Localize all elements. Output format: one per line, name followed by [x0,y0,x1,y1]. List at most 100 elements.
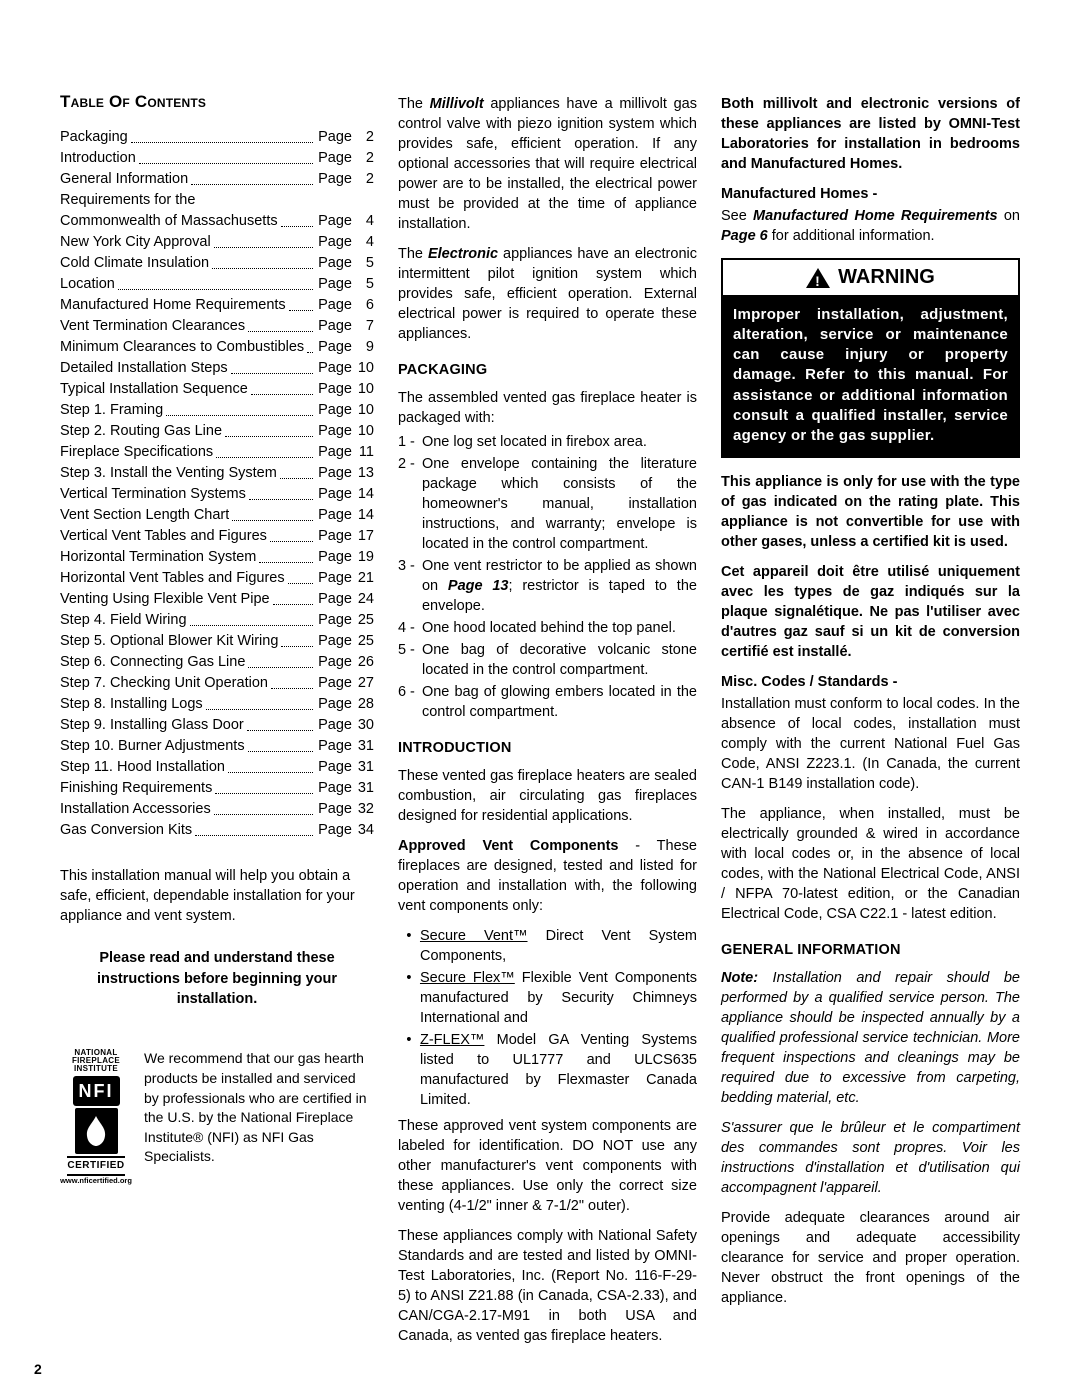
mh-head: Manufactured Homes - [721,184,1020,204]
toc-item: Minimum Clearances to CombustiblesPage9 [60,337,374,357]
text: The [398,246,428,262]
text: Installation and repair should be perfor… [721,970,1020,1106]
text: Manufactured Home Requirements [753,208,998,224]
nfi-logo: NATIONAL FIREPLACE INSTITUTE NFI CERTIFI… [60,1049,132,1186]
page-number: 2 [34,1361,42,1377]
listed-para: Both millivolt and electronic versions o… [721,94,1020,174]
warning-head: WARNING [723,260,1018,297]
toc-instruction: Please read and understand these instruc… [60,948,374,1009]
toc-item: Typical Installation SequencePage10 [60,379,374,399]
toc-item: Horizontal Termination SystemPage19 [60,547,374,567]
vent-bullets: •Secure Vent™ Direct Vent System Compone… [398,926,697,1110]
text: Page 6 [721,228,768,244]
toc-item: New York City ApprovalPage4 [60,232,374,252]
nfi-bot: INSTITUTE [74,1065,118,1073]
toc-item: Requirements for the [60,190,374,210]
toc-item: PackagingPage2 [60,127,374,147]
nfi-text: We recommend that our gas hearth product… [144,1049,374,1167]
toc-item: Gas Conversion KitsPage34 [60,820,374,840]
note-para: Note: Installation and repair should be … [721,968,1020,1108]
flame-icon [75,1108,118,1154]
mh-para: See Manufactured Home Requirements on Pa… [721,206,1020,246]
gas-note: This appliance is only for use with the … [721,472,1020,552]
text: appliances have a millivolt gas control … [398,96,697,232]
codes-head: Misc. Codes / Standards - [721,672,1020,692]
packaging-lead: The assembled vented gas fireplace heate… [398,388,697,428]
text: on [998,208,1020,224]
electronic-para: The Electronic appliances have an electr… [398,244,697,344]
text: Manufactured Homes - [721,186,877,202]
list-item: 1 -One log set located in firebox area. [398,432,697,452]
toc-item: Step 3. Install the Venting SystemPage13 [60,463,374,483]
warning-box: WARNING Improper installation, adjustmen… [721,258,1020,458]
gas-note-fr: Cet appareil doit être utilisé uniquemen… [721,562,1020,662]
bullet-item: •Secure Vent™ Direct Vent System Compone… [398,926,697,966]
toc-item: Detailed Installation StepsPage10 [60,358,374,378]
nfi-url: www.nficertified.org [60,1176,132,1186]
nfi-block: NATIONAL FIREPLACE INSTITUTE NFI CERTIFI… [60,1049,374,1186]
approved-note: These approved vent system components ar… [398,1116,697,1216]
toc-item: Step 2. Routing Gas LinePage10 [60,421,374,441]
nfi-cert: CERTIFIED [67,1156,124,1176]
toc-item: Installation AccessoriesPage32 [60,799,374,819]
content-columns: Table Of Contents PackagingPage2Introduc… [60,90,1020,1356]
text: Approved Vent Components [398,838,619,854]
warning-triangle-icon [806,268,830,288]
text: Electronic [428,246,498,262]
warning-body: Improper installation, adjustment, alter… [723,297,1018,457]
elec-para: The appliance, when installed, must be e… [721,804,1020,924]
general-head: GENERAL INFORMATION [721,940,1020,960]
text: Misc. Codes / Standards - [721,674,897,690]
toc-item: Vent Section Length ChartPage14 [60,505,374,525]
toc-list: PackagingPage2IntroductionPage2General I… [60,127,374,840]
approved-para: Approved Vent Components - These firepla… [398,836,697,916]
toc-item: Step 11. Hood InstallationPage31 [60,757,374,777]
codes-para: Installation must conform to local codes… [721,694,1020,794]
toc-note: This installation manual will help you o… [60,866,374,926]
toc-item: Step 1. FramingPage10 [60,400,374,420]
intro-head: INTRODUCTION [398,738,697,758]
list-item: 5 -One bag of decorative volcanic stone … [398,640,697,680]
column-2: The Millivolt appliances have a millivol… [398,90,697,1356]
toc-item: IntroductionPage2 [60,148,374,168]
intro-para: These vented gas fireplace heaters are s… [398,766,697,826]
fr-para: S'assurer que le brûleur et le compartim… [721,1118,1020,1198]
text: Millivolt [430,96,484,112]
text: for additional information. [768,228,935,244]
packaging-list: 1 -One log set located in firebox area.2… [398,432,697,722]
toc-item: Step 8. Installing LogsPage28 [60,694,374,714]
toc-item: Vent Termination ClearancesPage7 [60,316,374,336]
list-item: 2 -One envelope containing the literatur… [398,454,697,554]
toc-item: Manufactured Home RequirementsPage6 [60,295,374,315]
warning-label: WARNING [838,264,935,292]
toc-item: Cold Climate InsulationPage5 [60,253,374,273]
toc-item: LocationPage5 [60,274,374,294]
list-item: 3 -One vent restrictor to be applied as … [398,556,697,616]
column-3: Both millivolt and electronic versions o… [721,90,1020,1356]
toc-item: Step 6. Connecting Gas LinePage26 [60,652,374,672]
text: The [398,96,430,112]
nfi-abbr: NFI [73,1076,120,1106]
toc-item: Vertical Vent Tables and FiguresPage17 [60,526,374,546]
text: See [721,208,753,224]
toc-item: Vertical Termination SystemsPage14 [60,484,374,504]
toc-item: Venting Using Flexible Vent PipePage24 [60,589,374,609]
toc-item: Horizontal Vent Tables and FiguresPage21 [60,568,374,588]
clear-para: Provide adequate clearances around air o… [721,1208,1020,1308]
toc-item: Commonwealth of MassachusettsPage4 [60,211,374,231]
toc-item: Step 9. Installing Glass DoorPage30 [60,715,374,735]
column-1: Table Of Contents PackagingPage2Introduc… [60,90,374,1356]
list-item: 4 -One hood located behind the top panel… [398,618,697,638]
packaging-head: PACKAGING [398,360,697,380]
omni-para: These appliances comply with National Sa… [398,1226,697,1346]
toc-item: Step 4. Field WiringPage25 [60,610,374,630]
toc-item: Step 7. Checking Unit OperationPage27 [60,673,374,693]
bullet-item: •Z-FLEX™ Model GA Venting Systems listed… [398,1030,697,1110]
text: Note: [721,970,758,986]
toc-item: Fireplace SpecificationsPage11 [60,442,374,462]
bullet-item: •Secure Flex™ Flexible Vent Components m… [398,968,697,1028]
toc-item: Step 10. Burner AdjustmentsPage31 [60,736,374,756]
toc-title: Table Of Contents [60,90,374,113]
list-item: 6 -One bag of glowing embers located in … [398,682,697,722]
toc-item: Finishing RequirementsPage31 [60,778,374,798]
